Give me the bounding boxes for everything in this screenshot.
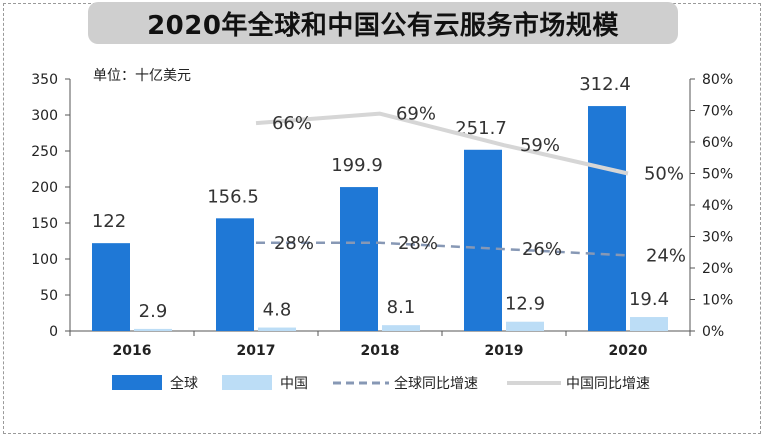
bar-china: [630, 317, 668, 331]
line-china-growth: [255, 111, 629, 176]
unit-label: 单位：十亿美元: [93, 68, 191, 84]
bar-global: [92, 243, 130, 331]
legend-label-global: 全球: [170, 375, 198, 392]
bar-global: [464, 149, 502, 331]
bar-china: [506, 321, 544, 331]
y-tick-label: 250: [31, 144, 58, 160]
legend-swatch-global: [112, 375, 162, 390]
legend-label-china-growth: 中国同比增速: [566, 376, 650, 392]
x-tick-label: 2018: [361, 343, 400, 359]
y-tick-label: 300: [31, 108, 58, 124]
data-label-global: 312.4: [579, 74, 631, 95]
data-label-china: 8.1: [387, 297, 416, 318]
data-label-china-growth: 59%: [520, 135, 560, 156]
bar-global: [216, 218, 254, 331]
y2-tick-label: 0%: [702, 324, 724, 340]
x-tick-label: 2019: [485, 343, 524, 359]
data-label-global: 156.5: [207, 186, 259, 207]
y2-tick-label: 50%: [702, 167, 733, 183]
data-label-china: 12.9: [505, 294, 545, 315]
x-tick-label: 2016: [113, 343, 152, 359]
y2-tick-label: 30%: [702, 230, 733, 246]
bar-china: [134, 328, 172, 331]
bar-global: [588, 106, 626, 332]
data-label-global: 199.9: [331, 155, 383, 176]
y-tick-label: 50: [40, 288, 58, 304]
data-label-china-growth: 69%: [396, 104, 436, 125]
y-tick-label: 100: [31, 252, 58, 268]
data-label-china-growth: 66%: [272, 113, 312, 134]
y2-tick-label: 80%: [702, 72, 733, 88]
data-label-global-growth: 24%: [646, 245, 686, 266]
x-tick-label: 2020: [609, 343, 648, 359]
data-label-global-growth: 28%: [274, 233, 314, 254]
bar-china: [258, 327, 296, 331]
line-global-growth: [256, 241, 629, 257]
data-label-global: 122: [92, 211, 126, 232]
y-tick-label: 150: [31, 216, 58, 232]
chart-title-box: 2020年全球和中国公有云服务市场规模: [88, 2, 678, 44]
y2-tick-label: 20%: [702, 261, 733, 277]
y-tick-label: 350: [31, 72, 58, 88]
data-label-china: 4.8: [263, 300, 292, 321]
chart-title: 2020年全球和中国公有云服务市场规模: [147, 10, 619, 41]
bar-global: [340, 187, 378, 331]
data-label-china: 2.9: [139, 301, 168, 322]
y-tick-label: 200: [31, 180, 58, 196]
bar-china: [382, 325, 420, 331]
data-label-global-growth: 28%: [398, 233, 438, 254]
y2-tick-label: 70%: [702, 104, 733, 120]
data-label-global: 251.7: [455, 118, 507, 139]
y2-tick-label: 10%: [702, 293, 733, 309]
legend-label-global-growth: 全球同比增速: [394, 375, 478, 392]
y2-tick-label: 60%: [702, 135, 733, 151]
data-label-china-growth: 50%: [644, 164, 684, 185]
data-label-global-growth: 26%: [522, 239, 562, 260]
x-tick-label: 2017: [237, 343, 276, 359]
y-tick-label: 0: [49, 324, 58, 340]
legend-label-china: 中国: [280, 376, 308, 392]
y2-tick-label: 40%: [702, 198, 733, 214]
legend-swatch-china: [222, 375, 272, 390]
data-label-china: 19.4: [629, 289, 669, 310]
